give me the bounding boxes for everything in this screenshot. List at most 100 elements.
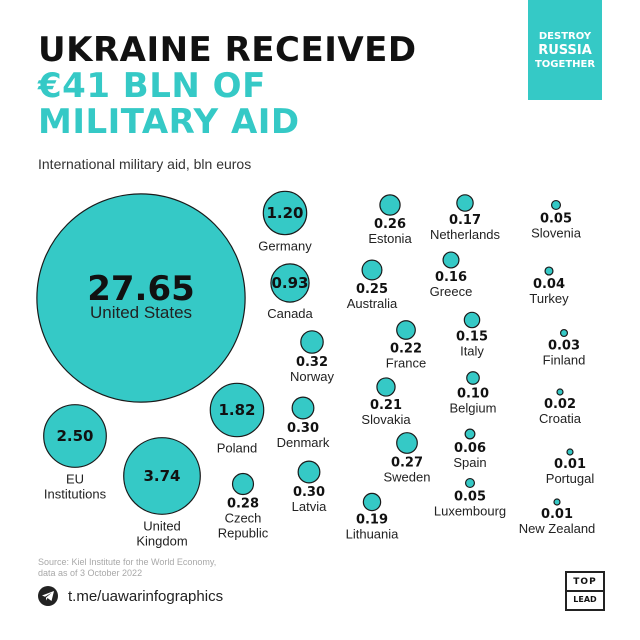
bubble-united-states [36, 193, 246, 403]
country-label-canada: Canada [267, 306, 313, 321]
bubble-turkey [544, 266, 554, 276]
value-label-croatia: 0.02 [544, 397, 576, 412]
value-label-estonia: 0.26 [374, 217, 406, 232]
bubble-sweden [396, 432, 418, 454]
source-note: Source: Kiel Institute for the World Eco… [38, 557, 258, 579]
country-label-slovenia: Slovenia [531, 225, 582, 240]
country-label-slovakia: Slovakia [361, 412, 411, 427]
title-line-3: MILITARY AID [38, 102, 300, 142]
bubble-canada [270, 263, 310, 303]
value-label-united-states: 27.65 [87, 269, 195, 309]
bubble-norway [300, 330, 324, 354]
bubble-netherlands [456, 194, 474, 212]
country-label-italy: Italy [460, 344, 484, 359]
value-label-spain: 0.06 [454, 441, 486, 456]
value-label-eu-institutions: 2.50 [56, 427, 93, 445]
country-label-united-kingdom-1: United [143, 518, 181, 533]
value-label-united-kingdom: 3.74 [143, 467, 180, 485]
value-label-finland: 0.03 [548, 338, 580, 353]
country-label-latvia: Latvia [292, 499, 327, 514]
value-label-france: 0.22 [390, 341, 422, 356]
country-label-eu-institutions-2: Institutions [44, 486, 107, 501]
title-line-2: €41 BLN OF [38, 66, 266, 106]
campaign-badge: DESTROY RUSSIA TOGETHER [528, 0, 602, 100]
country-label-united-kingdom-2: Kingdom [136, 533, 187, 548]
badge-line-3: TOGETHER [534, 58, 596, 70]
bubble-luxembourg [464, 477, 476, 489]
country-label-lithuania: Lithuania [346, 527, 400, 542]
value-label-lithuania: 0.19 [356, 513, 388, 528]
country-label-belgium: Belgium [450, 400, 497, 415]
toplead-logo: TOP LEAD [565, 571, 605, 611]
chart-subtitle: International military aid, bln euros [38, 156, 252, 172]
country-label-croatia: Croatia [539, 411, 582, 426]
bubble-belgium [466, 371, 480, 385]
country-label-sweden: Sweden [384, 469, 431, 484]
bubble-estonia [379, 194, 401, 216]
country-label-czech-republic-2: Republic [218, 525, 269, 540]
title-line-1: UKRAINE RECEIVED [38, 30, 417, 70]
bubble-denmark [291, 396, 315, 420]
value-label-turkey: 0.04 [533, 277, 565, 292]
bubble-greece [442, 251, 460, 269]
value-label-italy: 0.15 [456, 330, 488, 345]
value-label-slovakia: 0.21 [370, 398, 402, 413]
value-label-new-zealand: 0.01 [541, 507, 573, 522]
telegram-icon [38, 586, 58, 606]
value-label-greece: 0.16 [435, 270, 467, 285]
bubble-croatia [556, 388, 564, 396]
country-label-norway: Norway [290, 369, 335, 384]
country-label-spain: Spain [453, 455, 486, 470]
bubble-new-zealand [553, 498, 561, 506]
bubble-slovenia [550, 199, 562, 211]
value-label-latvia: 0.30 [293, 485, 325, 500]
country-label-denmark: Denmark [277, 435, 330, 450]
bubble-united-kingdom [123, 437, 201, 515]
value-label-canada: 0.93 [271, 274, 308, 292]
bubble-france [396, 320, 416, 340]
value-label-belgium: 0.10 [457, 386, 489, 401]
logo-bottom-text: LEAD [573, 595, 597, 604]
country-label-united-states: United States [90, 303, 192, 322]
bubble-lithuania [362, 492, 382, 512]
bubble-czech-republic [231, 472, 255, 496]
country-label-new-zealand: New Zealand [519, 521, 596, 536]
value-label-australia: 0.25 [356, 282, 388, 297]
source-line-2: data as of 3 October 2022 [38, 568, 143, 578]
country-label-turkey: Turkey [529, 291, 569, 306]
value-label-germany: 1.20 [266, 204, 303, 222]
country-label-czech-republic-1: Czech [225, 510, 262, 525]
telegram-handle: t.me/uawarinfographics [68, 587, 224, 605]
country-label-netherlands: Netherlands [430, 227, 501, 242]
value-label-sweden: 0.27 [391, 455, 423, 470]
logo-top-text: TOP [567, 573, 603, 592]
badge-line-2: RUSSIA [538, 42, 592, 58]
value-label-luxembourg: 0.05 [454, 489, 486, 504]
bubble-germany [262, 190, 308, 236]
value-label-norway: 0.32 [296, 355, 328, 370]
country-label-finland: Finland [543, 352, 586, 367]
country-label-greece: Greece [430, 284, 473, 299]
country-label-australia: Australia [347, 296, 398, 311]
bubble-eu-institutions [43, 404, 107, 468]
badge-line-1: DESTROY [538, 30, 592, 42]
bubble-spain [464, 428, 476, 440]
country-label-germany: Germany [258, 239, 312, 254]
country-label-poland: Poland [217, 441, 257, 456]
value-label-czech-republic: 0.28 [227, 496, 259, 511]
country-label-eu-institutions-1: EU [66, 471, 84, 486]
country-label-estonia: Estonia [368, 231, 412, 246]
bubble-latvia [297, 460, 321, 484]
country-label-portugal: Portugal [546, 471, 595, 486]
country-label-luxembourg: Luxembourg [434, 503, 506, 518]
bubble-slovakia [376, 377, 396, 397]
value-label-denmark: 0.30 [287, 421, 319, 436]
value-label-netherlands: 0.17 [449, 213, 481, 228]
country-label-france: France [386, 355, 426, 370]
bubble-australia [361, 259, 383, 281]
value-label-portugal: 0.01 [554, 457, 586, 472]
value-label-slovenia: 0.05 [540, 211, 572, 226]
source-line-1: Source: Kiel Institute for the World Eco… [38, 557, 217, 567]
telegram-link[interactable]: t.me/uawarinfographics [38, 586, 223, 606]
